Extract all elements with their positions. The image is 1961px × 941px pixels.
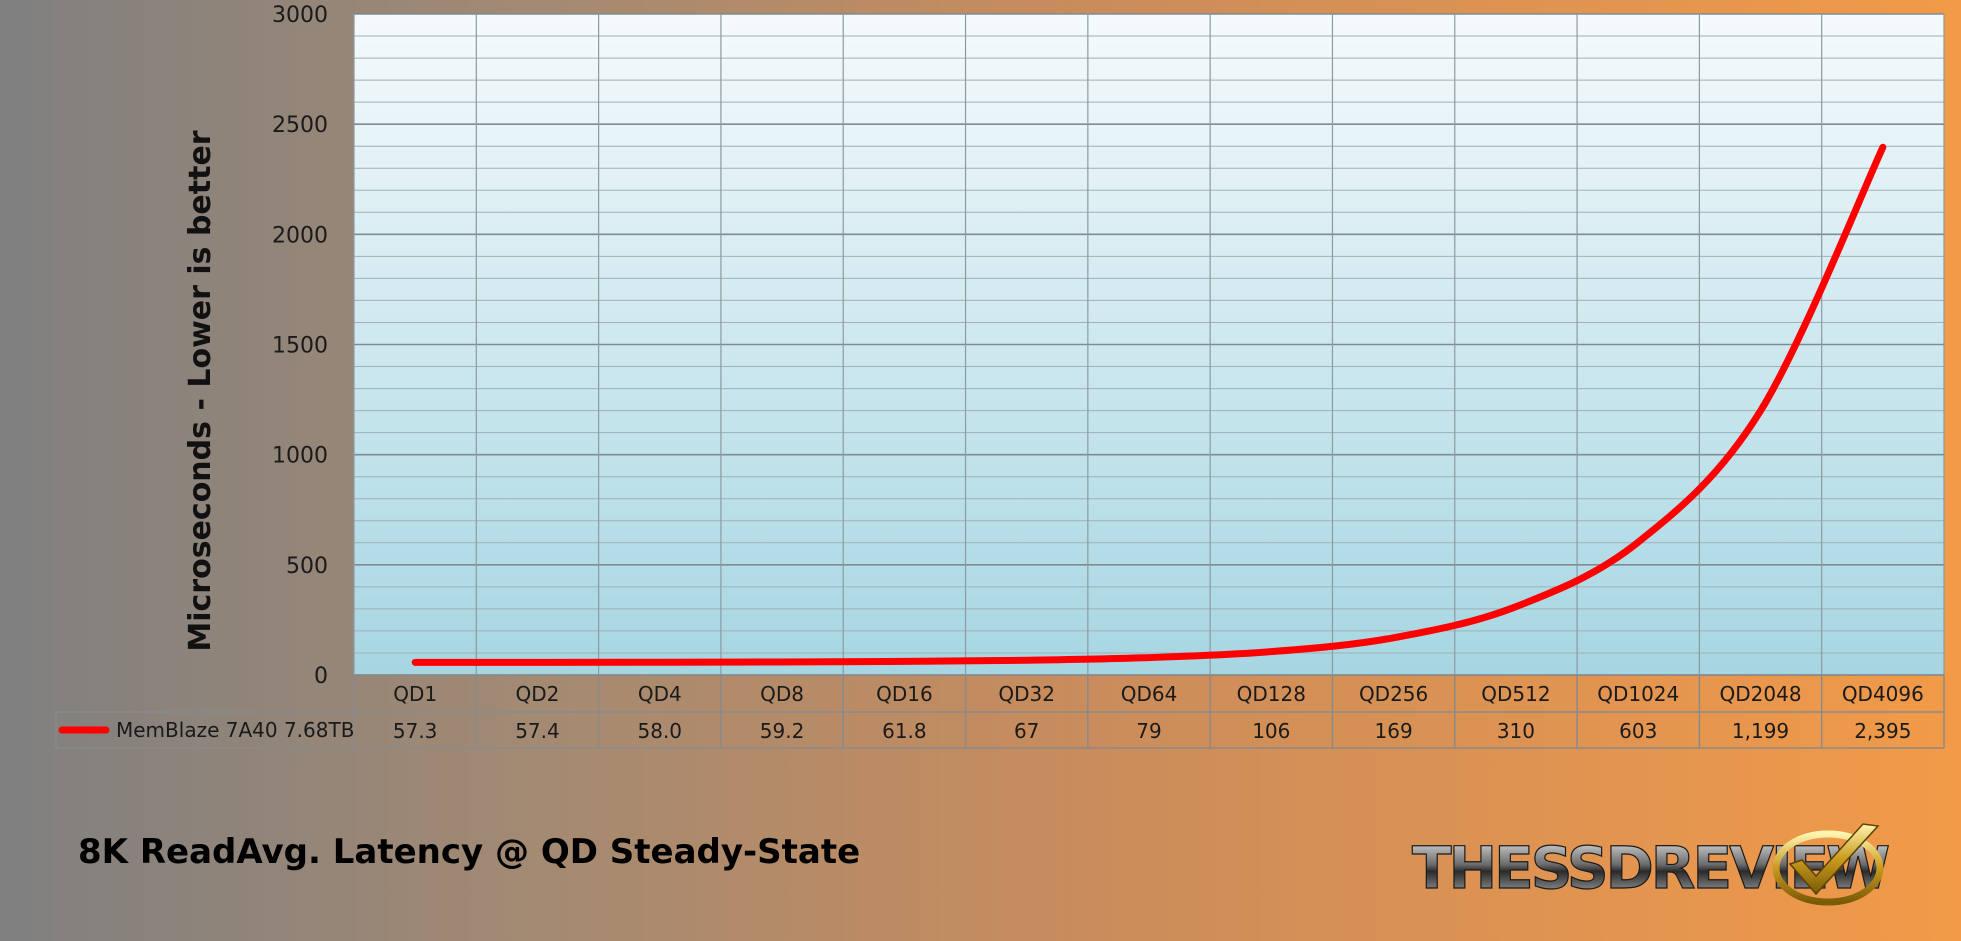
y-tick-label: 1000	[272, 444, 328, 469]
data-label: 2,395	[1854, 719, 1911, 743]
data-label: 59.2	[760, 719, 805, 743]
x-tick-label: QD1	[393, 682, 437, 706]
data-label: 58.0	[638, 719, 683, 743]
x-tick-label: QD2	[516, 682, 560, 706]
data-label: 169	[1375, 719, 1413, 743]
site-logo: THESSDREVIEW	[1411, 823, 1893, 906]
series-line-memblaze	[411, 143, 1887, 666]
x-tick-label: QD8	[760, 682, 804, 706]
x-tick-label: QD16	[876, 682, 933, 706]
data-label: 57.3	[393, 719, 438, 743]
x-tick-label: QD128	[1237, 682, 1306, 706]
data-label: 310	[1497, 719, 1535, 743]
data-label: 1,199	[1732, 719, 1789, 743]
x-tick-label: QD4096	[1842, 682, 1924, 706]
data-label: 603	[1619, 719, 1657, 743]
data-label: 79	[1136, 719, 1161, 743]
data-table: QD1 QD2 QD4 QD8 QD16 QD32 QD64 QD128 QD256 QD512 Q…	[55, 674, 1945, 749]
y-tick-label: 2500	[272, 113, 328, 138]
data-label: 61.8	[882, 719, 927, 743]
x-tick-label: QD64	[1121, 682, 1178, 706]
x-tick-label: QD1024	[1597, 682, 1679, 706]
y-axis-ticks: 0 500 1000 1500 2000 2500 3000	[272, 3, 328, 689]
y-tick-label: 0	[314, 664, 328, 689]
y-tick-label: 1500	[272, 334, 328, 359]
x-tick-label: QD256	[1359, 682, 1428, 706]
y-tick-label: 2000	[272, 223, 328, 248]
grid-lines	[353, 13, 1945, 676]
y-axis-label: Microseconds - Lower is better	[183, 130, 218, 651]
chart-title: 8K ReadAvg. Latency @ QD Steady-State	[78, 832, 861, 872]
x-tick-label: QD32	[998, 682, 1055, 706]
x-tick-label: QD4	[638, 682, 682, 706]
legend-label: MemBlaze 7A40 7.68TB	[116, 718, 354, 742]
data-label: 106	[1252, 719, 1290, 743]
data-label: 67	[1014, 719, 1039, 743]
data-label: 57.4	[515, 719, 560, 743]
checkmark-icon	[1772, 823, 1884, 906]
y-tick-label: 3000	[272, 3, 328, 28]
y-tick-label: 500	[286, 554, 328, 579]
x-tick-label: QD512	[1481, 682, 1550, 706]
x-tick-label: QD2048	[1720, 682, 1802, 706]
